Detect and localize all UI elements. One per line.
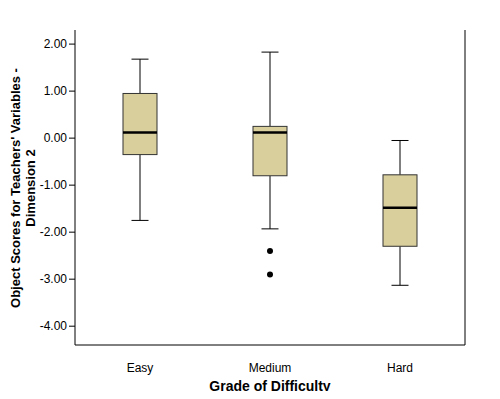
svg-text:-3.00: -3.00 xyxy=(40,272,68,286)
svg-text:Grade of Difficulty: Grade of Difficulty xyxy=(209,378,331,391)
svg-text:Medium: Medium xyxy=(249,361,292,375)
svg-text:1.00: 1.00 xyxy=(44,84,68,98)
html-text:Dimension 2: Dimension 2 xyxy=(23,149,38,227)
svg-text:-4.00: -4.00 xyxy=(40,319,68,333)
svg-text:-1.00: -1.00 xyxy=(40,178,68,192)
html-text:Object Scores for Teachers' Va: Object Scores for Teachers' Variables - xyxy=(8,68,23,308)
svg-text:Hard: Hard xyxy=(387,361,413,375)
svg-text:2.00: 2.00 xyxy=(44,37,68,51)
svg-text:0.00: 0.00 xyxy=(44,131,68,145)
svg-text:Easy: Easy xyxy=(127,361,154,375)
svg-text:-2.00: -2.00 xyxy=(40,225,68,239)
